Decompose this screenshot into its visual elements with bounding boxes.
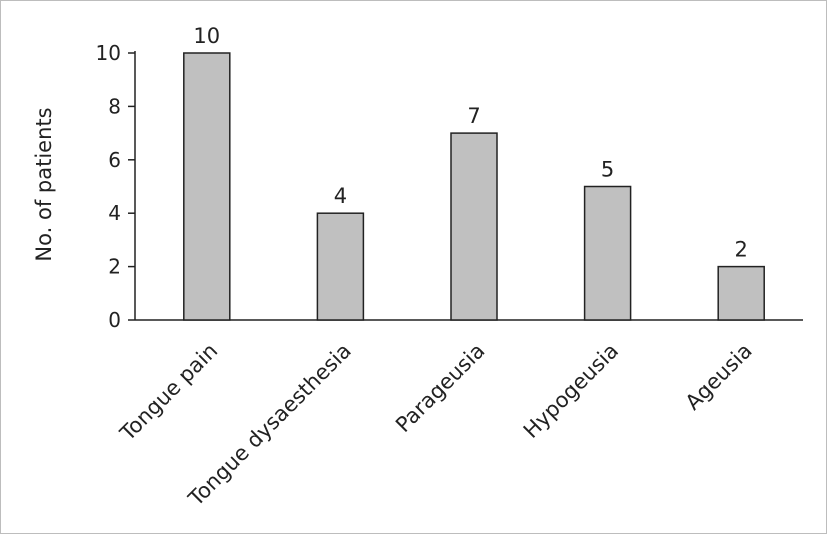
y-tick-label: 4 [108, 201, 121, 225]
y-tick-label: 10 [96, 41, 121, 65]
bar-value-label: 4 [334, 184, 347, 208]
bar-value-label: 2 [735, 238, 748, 262]
category-label: Hypogeusia [519, 339, 623, 443]
y-tick-label: 8 [108, 94, 121, 118]
bar-value-label: 7 [467, 104, 480, 128]
bar [583, 185, 632, 321]
y-axis-title: No. of patients [32, 107, 56, 261]
bar [183, 52, 231, 321]
bar-value-label: 5 [601, 158, 614, 182]
bar-value-label: 10 [193, 24, 220, 48]
data-labels: 10 4 7 5 2 [193, 24, 747, 262]
category-label: Ageusia [681, 339, 757, 415]
y-ticks: 0 2 4 6 8 10 [96, 41, 135, 332]
y-tick-label: 6 [108, 148, 121, 172]
category-label: Parageusia [391, 339, 489, 437]
category-label: Tongue pain [115, 339, 222, 446]
bars [183, 52, 765, 321]
bar [450, 132, 498, 321]
y-tick-label: 2 [108, 255, 121, 279]
y-tick-label: 0 [108, 308, 121, 332]
bar [316, 212, 365, 321]
bar [717, 265, 765, 321]
